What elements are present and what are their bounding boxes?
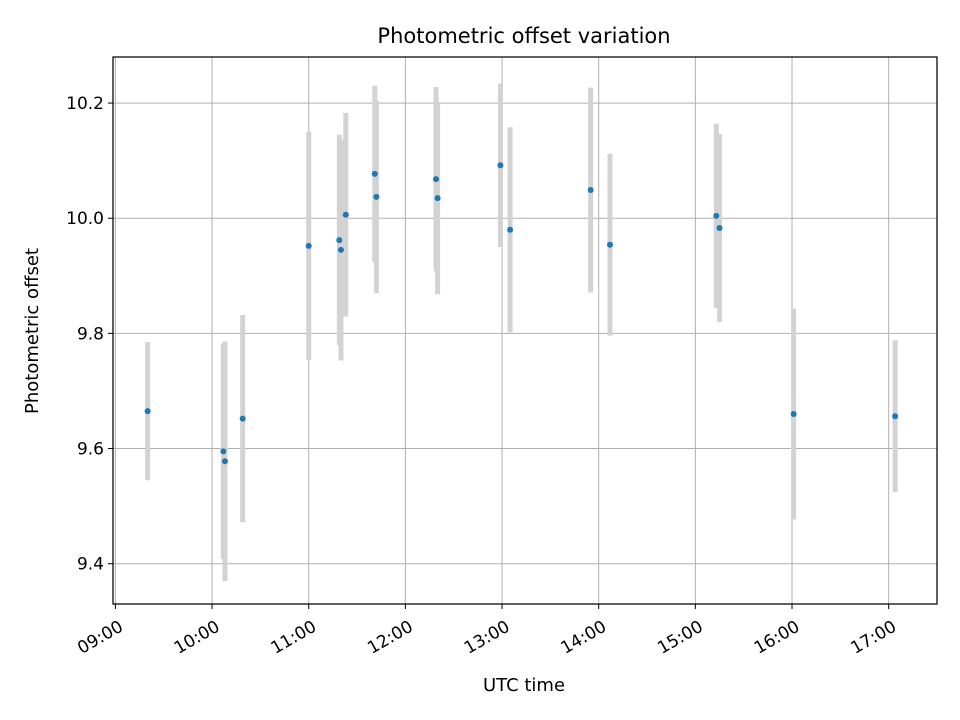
grid-lines: [113, 57, 937, 604]
data-point: [342, 211, 349, 218]
data-point: [239, 415, 246, 422]
chart-title: Photometric offset variation: [377, 24, 670, 48]
data-point: [790, 410, 797, 417]
y-axis-label: Photometric offset: [22, 248, 43, 414]
y-tick-label: 9.6: [77, 440, 104, 460]
plot-frame: [112, 56, 938, 605]
y-tick-label: 9.4: [77, 555, 104, 575]
data-point: [220, 448, 227, 455]
data-point: [337, 246, 344, 253]
y-tick-label: 10.0: [66, 209, 104, 229]
error-bars: [145, 83, 898, 581]
data-point: [497, 162, 504, 169]
y-axis-ticks: 9.4 9.6 9.8 10.0 10.2: [66, 94, 113, 575]
data-point: [716, 225, 723, 232]
data-point: [507, 226, 514, 233]
data-point: [606, 241, 613, 248]
data-point: [221, 458, 228, 465]
data-point: [892, 413, 899, 420]
x-tick-label: 14:00: [558, 617, 610, 659]
data-points: [144, 162, 899, 465]
x-tick-label: 10:00: [171, 617, 223, 659]
x-tick-label: 16:00: [751, 617, 803, 659]
data-point: [336, 237, 343, 244]
x-tick-label: 09:00: [74, 617, 126, 659]
data-point: [305, 242, 312, 249]
x-tick-label: 17:00: [848, 617, 900, 659]
x-tick-label: 13:00: [461, 617, 513, 659]
x-axis-ticks: 09:00 10:00 11:00 12:00 13:00 14:00 15:00 16:00…: [74, 604, 900, 659]
y-tick-label: 9.8: [77, 324, 104, 344]
data-point: [587, 187, 594, 194]
data-point: [432, 176, 439, 183]
x-axis-label: UTC time: [483, 675, 565, 696]
data-point: [371, 170, 378, 177]
x-tick-label: 12:00: [364, 617, 416, 659]
data-point: [144, 408, 151, 415]
data-point: [713, 212, 720, 219]
y-tick-label: 10.2: [66, 94, 104, 114]
data-point: [373, 193, 380, 200]
data-point: [434, 195, 441, 202]
x-tick-label: 11:00: [268, 617, 320, 659]
x-tick-label: 15:00: [654, 617, 706, 659]
